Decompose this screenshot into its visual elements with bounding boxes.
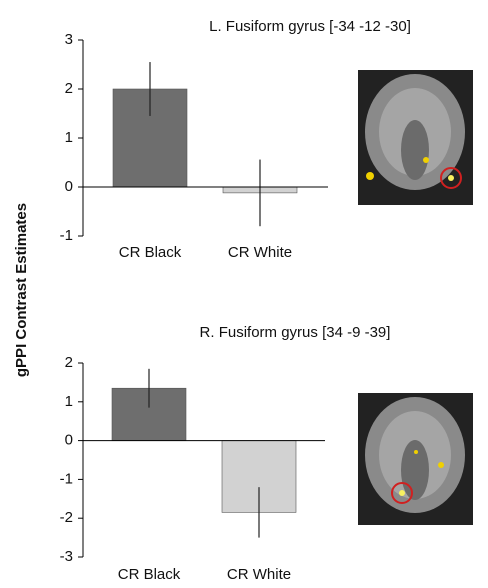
y-tick-label: 1 (65, 393, 73, 410)
y-tick-label: 3 (65, 31, 73, 48)
x-tick-label: CR White (228, 244, 292, 261)
y-tick-label: 2 (65, 354, 73, 371)
y-tick-label: 0 (65, 432, 73, 449)
chart-title: R. Fusiform gyrus [34 -9 -39] (200, 324, 391, 341)
figure: gPPI Contrast Estimates L. Fusiform gyru… (0, 0, 488, 583)
brain-image (358, 70, 473, 205)
y-tick-label: 0 (65, 178, 73, 195)
y-tick-label: -1 (60, 227, 73, 244)
y-tick-label: 2 (65, 80, 73, 97)
x-tick-label: CR Black (118, 566, 181, 583)
y-tick-label: -2 (60, 509, 73, 526)
x-tick-label: CR Black (119, 244, 182, 261)
y-tick-label: 1 (65, 129, 73, 146)
brain-image (358, 393, 473, 525)
y-tick-label: -3 (60, 548, 73, 565)
y-axis-label: gPPI Contrast Estimates (13, 203, 30, 377)
chart-title: L. Fusiform gyrus [-34 -12 -30] (209, 18, 411, 35)
y-tick-label: -1 (60, 470, 73, 487)
x-tick-label: CR White (227, 566, 291, 583)
